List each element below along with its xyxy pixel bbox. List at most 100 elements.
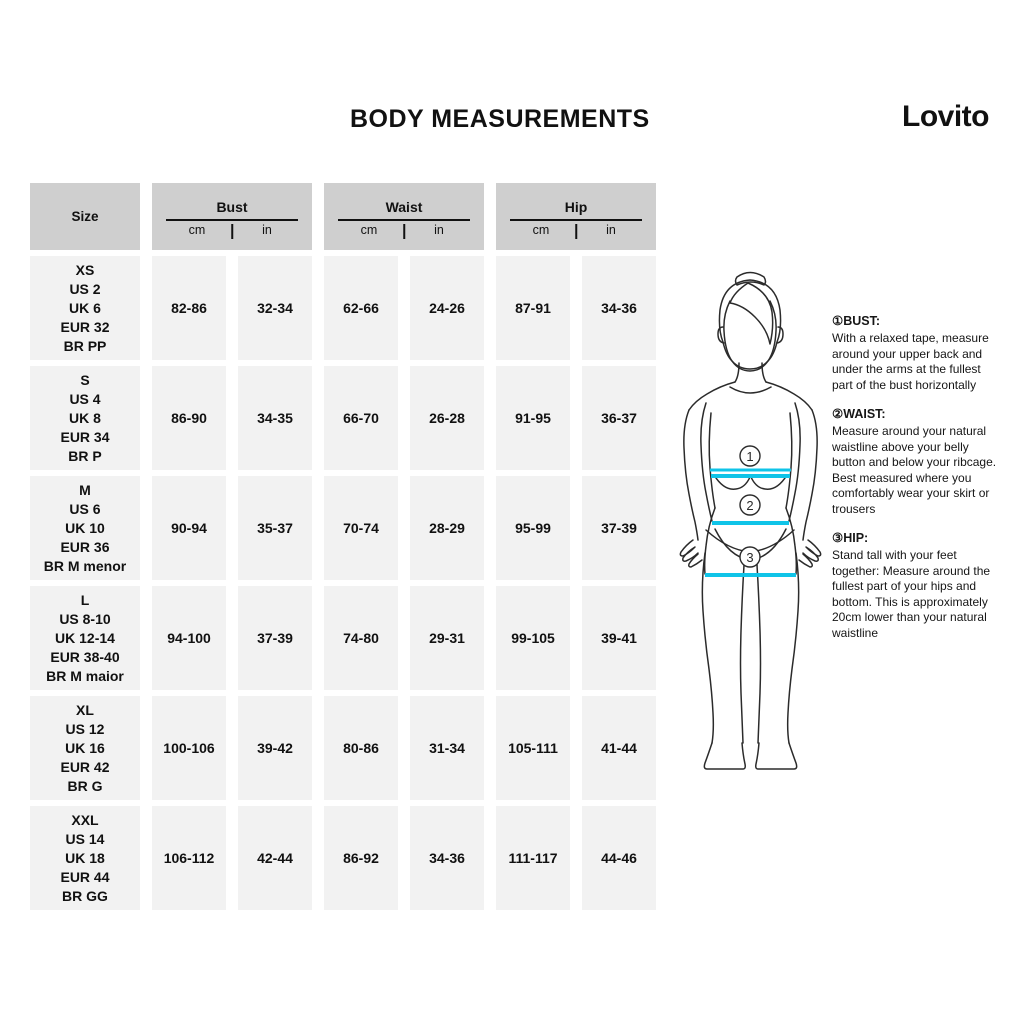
value-cell-bust-in: 35-37 [238,476,312,580]
column-gap [484,586,496,690]
size-label-line: EUR 38-40 [50,648,120,665]
instruction-hip-body: Stand tall with your feet together: Meas… [832,548,991,640]
size-label-line: UK 10 [65,519,105,536]
column-gap [140,586,152,690]
sub-column-gap [226,366,238,470]
value-cell-hip-in: 39-41 [582,586,656,690]
sub-column-gap [570,366,582,470]
group-rule [166,218,298,221]
bust-unit-in: in [262,222,272,237]
column-gap [140,183,152,250]
size-label-line: UK 12-14 [55,629,115,646]
value-cell-bust-cm: 82-86 [152,256,226,360]
instruction-bust-title: ①BUST: [832,314,881,328]
column-gap [484,183,496,250]
value-cell-hip-in: 41-44 [582,696,656,800]
size-column-header: Size [30,183,140,250]
value-cell-waist-in: 34-36 [410,806,484,910]
value-cell-hip-cm: 105-111 [496,696,570,800]
table-row: S US 4 UK 8 EUR 34 BR P 86-90 34-35 66-70 26-28 9… [30,366,656,470]
table-header-row: Size Bust cm in Waist cm in [30,183,656,250]
table-body: XS US 2 UK 6 EUR 32 BR PP 82-86 32-34 62-66 24-2… [30,256,656,910]
value-cell-bust-cm: 106-112 [152,806,226,910]
waist-group-header: Waist cm in [324,183,484,250]
value-cell-waist-cm: 80-86 [324,696,398,800]
hip-marker: 3 [739,546,761,568]
size-cell: S US 4 UK 8 EUR 34 BR P [30,366,140,470]
value-cell-bust-cm: 94-100 [152,586,226,690]
value-cell-hip-in: 34-36 [582,256,656,360]
column-gap [140,256,152,360]
size-label: M US 6 UK 10 EUR 36 BR M menor [42,481,128,576]
size-label: XL US 12 UK 16 EUR 42 BR G [58,701,111,796]
size-label-line: US 8-10 [59,610,111,627]
column-gap [312,806,324,910]
bust-marker-number: 1 [746,449,753,464]
sub-column-gap [570,806,582,910]
value-cell-hip-cm: 95-99 [496,476,570,580]
hip-unit-in: in [606,222,616,237]
sub-column-gap [226,476,238,580]
size-label: S US 4 UK 8 EUR 34 BR P [58,371,111,466]
sub-column-gap [398,806,410,910]
bust-group-header: Bust cm in [152,183,312,250]
sub-column-gap [398,696,410,800]
hip-units: cm in [510,222,642,239]
size-label-line: UK 18 [65,849,105,866]
value-cell-waist-in: 29-31 [410,586,484,690]
column-gap [484,806,496,910]
size-label-line: XXL [71,811,99,828]
bust-marker: 1 [739,445,761,467]
table-row: XL US 12 UK 16 EUR 42 BR G 100-106 39-42 80-86 3… [30,696,656,800]
size-label-line: BR M maior [46,667,124,684]
size-label-line: UK 16 [65,739,105,756]
column-gap [484,256,496,360]
column-gap [312,183,324,250]
size-label-line: BR PP [63,337,107,354]
unit-divider [231,223,233,239]
value-cell-hip-cm: 99-105 [496,586,570,690]
sub-column-gap [226,696,238,800]
measurement-instructions: ①BUST: With a relaxed tape, measure arou… [832,313,997,654]
size-cell: L US 8-10 UK 12-14 EUR 38-40 BR M maior [30,586,140,690]
size-label-line: US 14 [65,830,105,847]
value-cell-hip-in: 44-46 [582,806,656,910]
size-label: XS US 2 UK 6 EUR 32 BR PP [58,261,111,356]
size-label-line: UK 6 [69,299,101,316]
size-label-line: M [79,481,91,498]
page-title: BODY MEASUREMENTS [350,105,650,133]
value-cell-hip-cm: 111-117 [496,806,570,910]
hip-unit-cm: cm [532,222,550,237]
size-label-line: US 2 [69,280,101,297]
value-cell-bust-in: 39-42 [238,696,312,800]
table-row: XS US 2 UK 6 EUR 32 BR PP 82-86 32-34 62-66 24-2… [30,256,656,360]
column-gap [140,476,152,580]
unit-divider [403,223,405,239]
value-cell-hip-cm: 91-95 [496,366,570,470]
waist-unit-cm: cm [360,222,378,237]
unit-divider [575,223,577,239]
size-cell: XS US 2 UK 6 EUR 32 BR PP [30,256,140,360]
value-cell-hip-in: 36-37 [582,366,656,470]
value-cell-bust-in: 42-44 [238,806,312,910]
table-row: XXL US 14 UK 18 EUR 44 BR GG 106-112 42-44 86-9… [30,806,656,910]
hip-group-header: Hip cm in [496,183,656,250]
waist-marker: 2 [739,494,761,516]
instruction-hip: ③HIP: Stand tall with your feet together… [832,530,997,641]
value-cell-bust-in: 37-39 [238,586,312,690]
size-label-line: S [80,371,90,388]
size-cell: M US 6 UK 10 EUR 36 BR M menor [30,476,140,580]
column-gap [312,696,324,800]
size-label-line: BR GG [62,887,108,904]
size-label-line: XL [76,701,94,718]
size-label-line: BR P [68,447,102,464]
sub-column-gap [226,586,238,690]
size-label-line: BR M menor [43,557,127,574]
instruction-bust-body: With a relaxed tape, measure around your… [832,331,989,392]
body-figure: 1 2 3 [668,253,833,833]
instruction-bust: ①BUST: With a relaxed tape, measure arou… [832,313,997,393]
size-label-line: US 12 [65,720,105,737]
size-table: Size Bust cm in Waist cm in [30,183,656,916]
bust-unit-cm: cm [188,222,206,237]
value-cell-waist-cm: 86-92 [324,806,398,910]
